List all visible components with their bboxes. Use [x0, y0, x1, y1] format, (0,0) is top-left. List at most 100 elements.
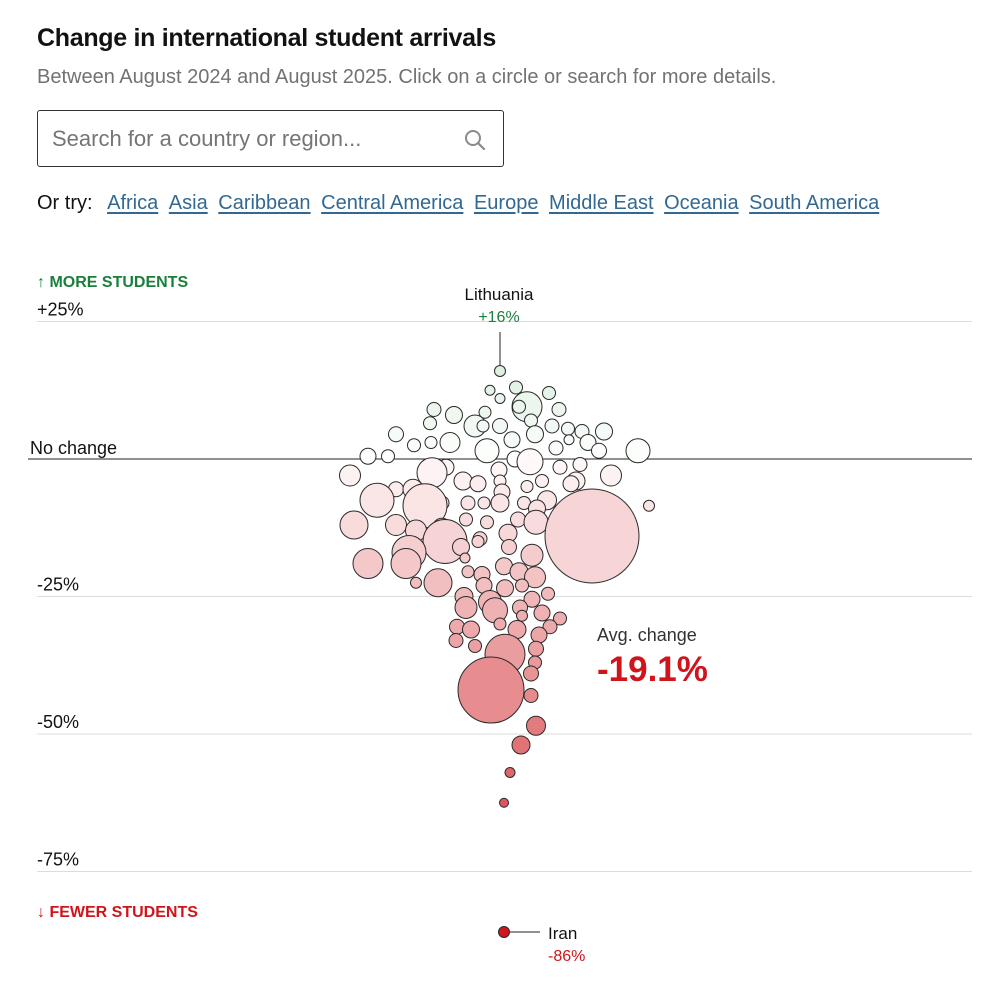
country-bubble[interactable]	[471, 535, 485, 548]
region-link-middle-east[interactable]: Middle East	[549, 192, 654, 214]
country-bubble[interactable]	[544, 488, 640, 584]
country-bubble[interactable]	[562, 475, 580, 493]
country-bubble[interactable]	[388, 426, 404, 443]
country-bubble[interactable]	[478, 405, 492, 419]
country-bubble[interactable]	[352, 548, 384, 579]
fewer-students-label: ↓ FEWER STUDENTS	[37, 904, 198, 921]
region-link-south-america[interactable]: South America	[749, 192, 880, 214]
country-bubble[interactable]	[526, 425, 544, 444]
region-link-africa[interactable]: Africa	[107, 192, 159, 214]
country-bubble[interactable]	[542, 386, 556, 400]
country-bubble[interactable]	[461, 565, 475, 579]
region-link-central-america[interactable]: Central America	[321, 192, 464, 214]
country-bubble[interactable]	[524, 566, 546, 589]
country-bubble[interactable]	[459, 512, 473, 527]
country-bubble[interactable]	[542, 619, 558, 635]
country-bubble[interactable]	[385, 514, 407, 536]
country-bubble[interactable]	[643, 499, 655, 512]
search-icon[interactable]	[463, 128, 487, 152]
country-bubble[interactable]	[563, 434, 575, 446]
country-bubble[interactable]	[426, 402, 442, 417]
y-tick-label: -75%	[37, 850, 79, 870]
country-bubble[interactable]	[423, 568, 453, 598]
country-bubble[interactable]	[494, 393, 506, 404]
country-bubble[interactable]	[523, 665, 539, 682]
country-bubble[interactable]	[480, 515, 494, 530]
country-bubble[interactable]	[494, 365, 506, 377]
country-bubble[interactable]	[453, 471, 473, 491]
country-bubble[interactable]	[526, 715, 546, 736]
country-bubble[interactable]	[579, 434, 597, 451]
country-bubble[interactable]	[512, 399, 526, 414]
country-bubble[interactable]	[516, 609, 528, 622]
country-bubble[interactable]	[572, 457, 588, 472]
country-bubble[interactable]	[595, 422, 613, 441]
country-bubble[interactable]	[551, 402, 567, 417]
country-bubble[interactable]	[504, 767, 516, 778]
country-bubble[interactable]	[498, 926, 510, 938]
country-bubble[interactable]	[533, 604, 551, 622]
country-bubble[interactable]	[511, 735, 531, 755]
country-bubble[interactable]	[523, 509, 549, 535]
country-bubble[interactable]	[520, 543, 544, 567]
country-bubble[interactable]	[492, 418, 508, 434]
country-bubble[interactable]	[501, 539, 517, 555]
country-bubble[interactable]	[460, 495, 476, 511]
search-box[interactable]	[37, 110, 504, 167]
search-input[interactable]	[50, 121, 450, 157]
country-bubble[interactable]	[553, 611, 567, 626]
country-bubble[interactable]	[339, 464, 361, 487]
country-bubble[interactable]	[439, 432, 461, 453]
country-bubble[interactable]	[499, 797, 509, 808]
country-bubble[interactable]	[520, 480, 534, 493]
country-bubble[interactable]	[445, 406, 463, 424]
country-bubble[interactable]	[424, 436, 438, 449]
country-bubble[interactable]	[548, 440, 564, 456]
country-bubble[interactable]	[561, 421, 575, 436]
country-bubble[interactable]	[552, 459, 568, 475]
country-bubble[interactable]	[448, 633, 464, 648]
country-bubble[interactable]	[449, 618, 465, 635]
country-bubble[interactable]	[477, 496, 491, 510]
country-bubble[interactable]	[459, 552, 471, 564]
country-bubble[interactable]	[524, 413, 538, 428]
country-bubble[interactable]	[528, 640, 544, 657]
country-bubble[interactable]	[509, 380, 523, 395]
country-bubble[interactable]	[484, 384, 496, 396]
region-link-oceania[interactable]: Oceania	[664, 192, 739, 214]
country-bubble[interactable]	[462, 620, 480, 639]
country-bubble[interactable]	[490, 493, 510, 513]
country-bubble[interactable]	[468, 639, 482, 653]
region-link-asia[interactable]: Asia	[168, 192, 208, 214]
country-bubble[interactable]	[544, 418, 560, 434]
region-link-europe[interactable]: Europe	[473, 192, 539, 214]
country-bubble[interactable]	[339, 510, 369, 540]
country-bubble[interactable]	[541, 586, 555, 601]
country-bubble[interactable]	[359, 447, 377, 465]
country-bubble[interactable]	[510, 511, 526, 528]
country-bubble[interactable]	[493, 617, 507, 631]
region-link-caribbean[interactable]: Caribbean	[218, 192, 311, 214]
country-bubble[interactable]	[523, 688, 539, 703]
country-bubble[interactable]	[457, 656, 525, 724]
country-bubble[interactable]	[469, 475, 487, 493]
country-bubble[interactable]	[496, 579, 514, 598]
country-bubble[interactable]	[515, 578, 529, 593]
country-bubble[interactable]	[474, 438, 500, 464]
country-bubble[interactable]	[523, 590, 541, 608]
country-bubble[interactable]	[516, 448, 544, 476]
country-bubble[interactable]	[530, 626, 548, 644]
country-bubble[interactable]	[591, 442, 607, 459]
country-bubble[interactable]	[423, 416, 437, 431]
country-bubble[interactable]	[390, 548, 422, 579]
country-bubble[interactable]	[600, 464, 622, 487]
country-bubble[interactable]	[407, 438, 421, 453]
country-bubble[interactable]	[359, 482, 395, 518]
country-bubble[interactable]	[503, 431, 521, 449]
country-bubble[interactable]	[535, 474, 549, 488]
country-bubble[interactable]	[454, 596, 478, 619]
country-bubble[interactable]	[381, 449, 395, 464]
country-bubble[interactable]	[625, 438, 651, 464]
country-bubble[interactable]	[476, 419, 490, 433]
country-bubble[interactable]	[410, 576, 422, 589]
